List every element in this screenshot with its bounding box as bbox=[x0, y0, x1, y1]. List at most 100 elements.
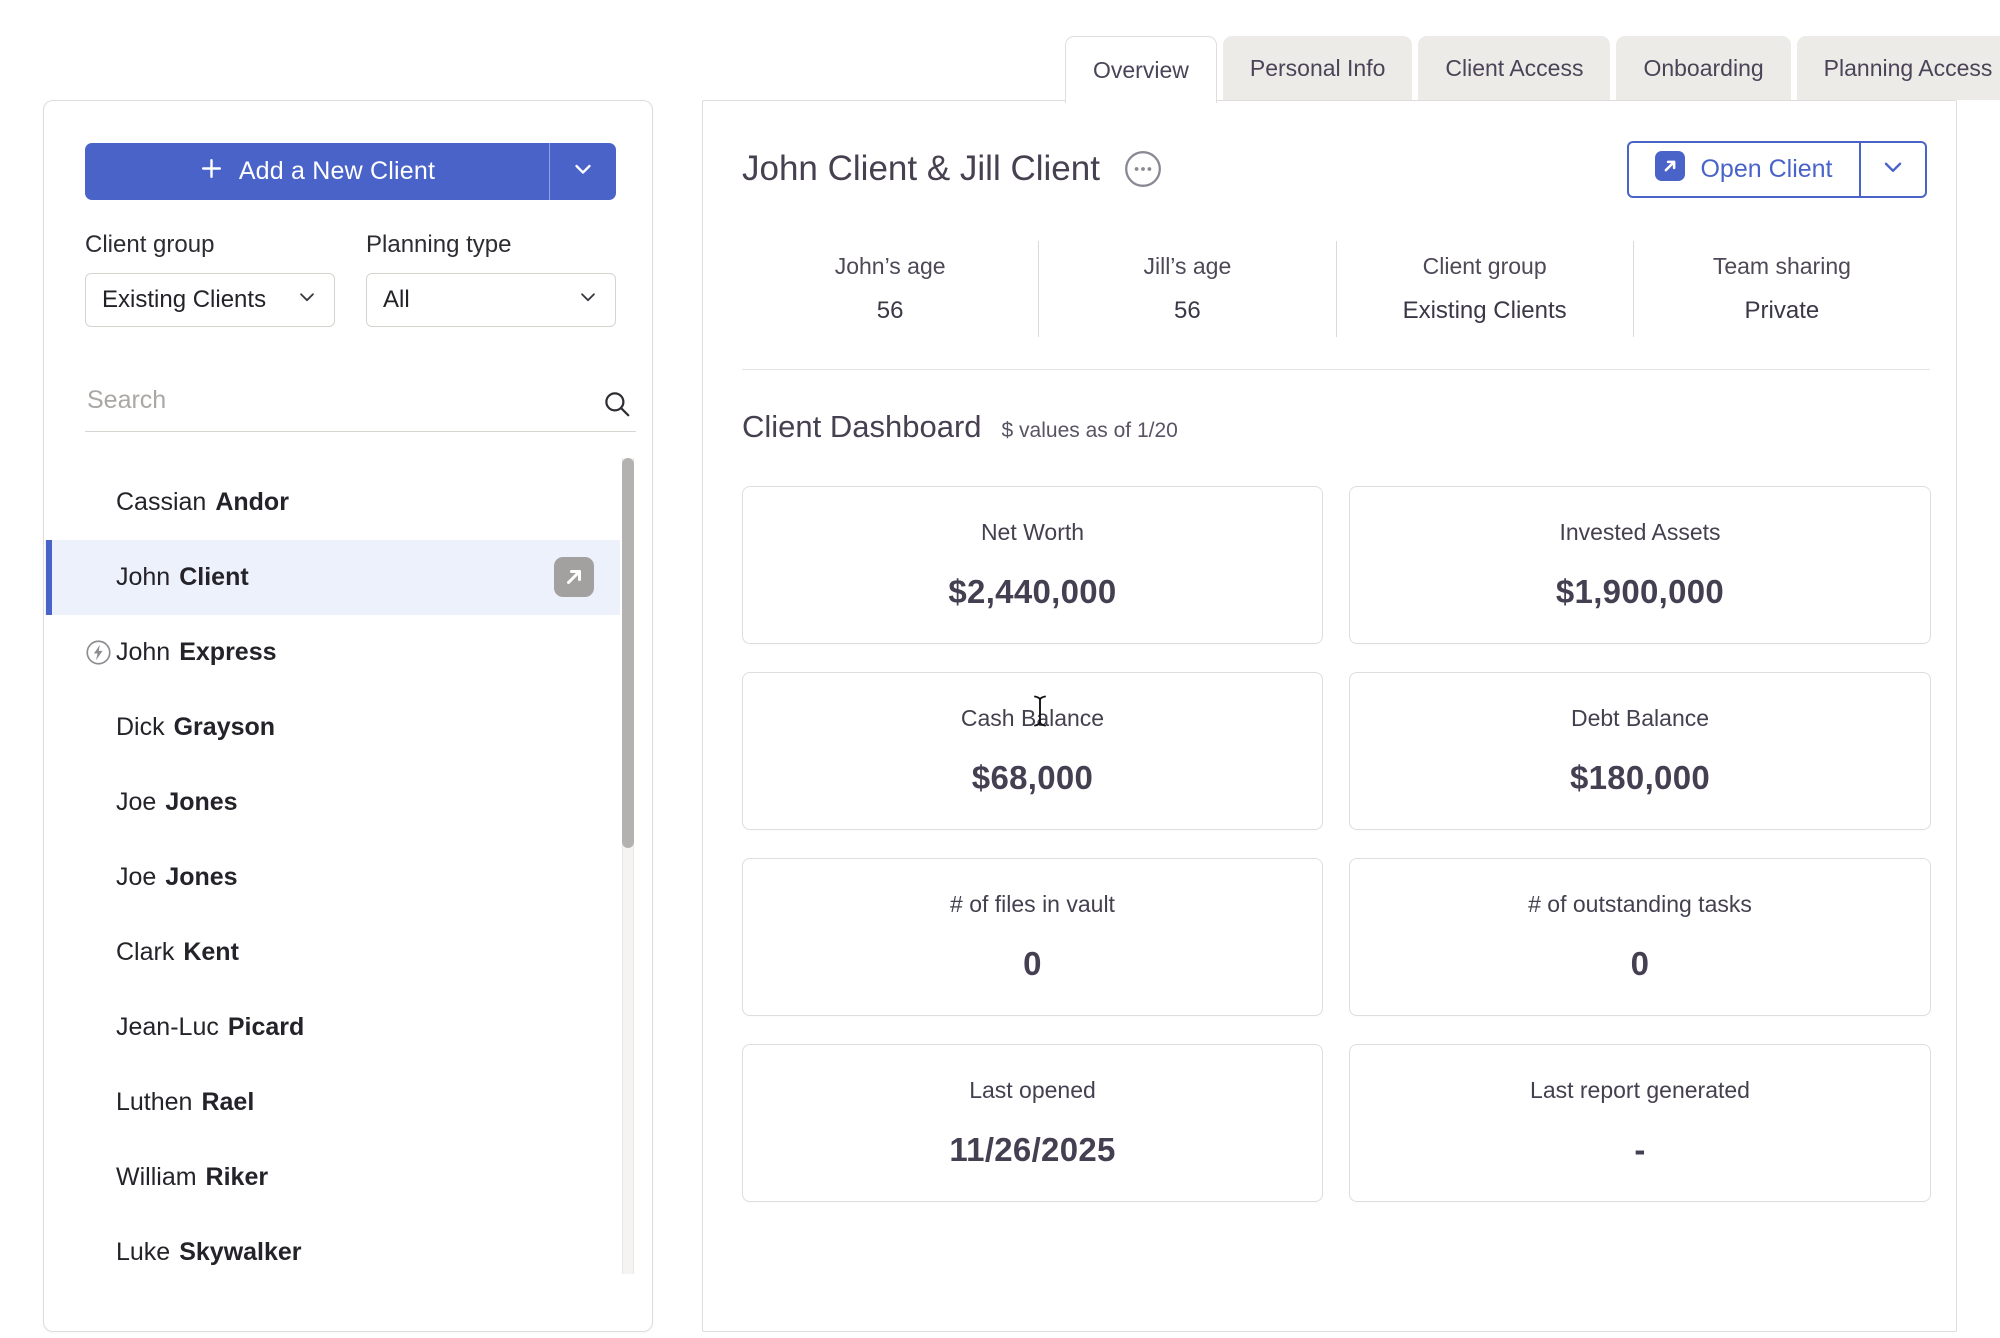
client-last-name: Jones bbox=[165, 788, 238, 816]
dashboard-title: Client Dashboard bbox=[742, 409, 982, 444]
open-client-dropdown-toggle[interactable] bbox=[1859, 143, 1925, 196]
client-list-item[interactable]: Jean-Luc Picard bbox=[45, 990, 620, 1065]
open-client-button[interactable]: Open Client bbox=[1627, 141, 1927, 198]
stat-team-sharing: Team sharing Private bbox=[1632, 241, 1930, 337]
client-group-label: Client group bbox=[85, 231, 215, 258]
client-list-item-selected[interactable]: John Client bbox=[45, 540, 620, 615]
client-last-name: Client bbox=[179, 563, 249, 591]
chevron-down-icon bbox=[577, 286, 599, 315]
client-last-name: Rael bbox=[201, 1088, 255, 1116]
tab-onboarding[interactable]: Onboarding bbox=[1616, 36, 1791, 100]
page-title: John Client & Jill Client bbox=[742, 139, 1162, 199]
tab-client-access[interactable]: Client Access bbox=[1418, 36, 1611, 100]
search-input[interactable] bbox=[85, 377, 579, 423]
client-group-filter: Client group Existing Clients bbox=[85, 231, 335, 327]
client-first-name: Jean-Luc bbox=[116, 1013, 219, 1041]
tab-personal-info[interactable]: Personal Info bbox=[1222, 36, 1413, 100]
client-overview-panel: John Client & Jill Client Open Client Jo… bbox=[702, 100, 1957, 1332]
card-value: $2,440,000 bbox=[948, 573, 1117, 610]
chevron-down-icon bbox=[1880, 154, 1906, 185]
stat-jills-age: Jill’s age 56 bbox=[1038, 241, 1335, 337]
card-label: # of files in vault bbox=[950, 891, 1115, 917]
more-options-icon[interactable] bbox=[1124, 150, 1162, 188]
client-list-panel: Add a New Client Client group Existing C… bbox=[43, 100, 653, 1332]
open-client-label: Open Client bbox=[1700, 155, 1833, 183]
client-list-item[interactable]: Joe Jones bbox=[45, 765, 620, 840]
card-value: $1,900,000 bbox=[1555, 573, 1725, 610]
client-stats-row: John’s age 56 Jill’s age 56 Client group… bbox=[742, 241, 1930, 337]
client-last-name: Grayson bbox=[173, 713, 276, 741]
add-new-client-label: Add a New Client bbox=[238, 157, 436, 185]
card-value: 0 bbox=[1630, 945, 1650, 982]
open-client-main[interactable]: Open Client bbox=[1629, 143, 1859, 196]
client-list-item[interactable]: John Express bbox=[45, 615, 620, 690]
tab-planning-access[interactable]: Planning Access bbox=[1796, 36, 2000, 100]
add-client-dropdown-toggle[interactable] bbox=[549, 143, 616, 200]
card-value: $180,000 bbox=[1569, 759, 1711, 796]
stat-value: 56 bbox=[876, 297, 904, 324]
stat-label: Client group bbox=[1422, 253, 1547, 279]
client-first-name: John bbox=[116, 563, 171, 591]
open-client-icon bbox=[1655, 151, 1686, 188]
client-first-name: Joe bbox=[116, 788, 157, 816]
dashboard-header: Client Dashboard $ values as of 1/20 bbox=[742, 409, 1178, 445]
client-list-item[interactable]: Luthen Rael bbox=[45, 1065, 620, 1140]
client-search bbox=[85, 377, 636, 432]
card-debt-balance: Debt Balance $180,000 bbox=[1349, 672, 1931, 830]
chevron-down-icon bbox=[571, 157, 595, 186]
add-new-client-button[interactable]: Add a New Client bbox=[85, 143, 616, 200]
open-client-external-link-icon[interactable] bbox=[554, 557, 594, 597]
client-group-select[interactable]: Existing Clients bbox=[85, 273, 335, 327]
client-first-name: Luke bbox=[116, 1238, 171, 1266]
stat-label: Jill’s age bbox=[1143, 253, 1232, 279]
stat-client-group: Client group Existing Clients bbox=[1335, 241, 1633, 337]
client-list-item[interactable]: William Riker bbox=[45, 1140, 620, 1215]
card-label: Last report generated bbox=[1530, 1077, 1750, 1103]
client-list-item[interactable]: Clark Kent bbox=[45, 915, 620, 990]
card-cash-balance: Cash Balance $68,000 bbox=[742, 672, 1323, 830]
client-last-name: Express bbox=[179, 638, 277, 666]
card-label: Net Worth bbox=[980, 519, 1085, 545]
planning-type-value: All bbox=[383, 286, 410, 313]
client-last-name: Andor bbox=[215, 488, 289, 516]
stat-johns-age: John’s age 56 bbox=[742, 241, 1038, 337]
card-last-opened: Last opened 11/26/2025 bbox=[742, 1044, 1323, 1202]
stat-value: Existing Clients bbox=[1402, 297, 1567, 324]
client-list-item[interactable]: Joe Jones bbox=[45, 840, 620, 915]
tab-overview[interactable]: Overview bbox=[1065, 36, 1217, 103]
client-list-item[interactable]: Dick Grayson bbox=[45, 690, 620, 765]
search-icon[interactable] bbox=[602, 389, 632, 424]
card-label: # of outstanding tasks bbox=[1528, 891, 1752, 917]
client-couple-name: John Client & Jill Client bbox=[742, 149, 1100, 188]
card-label: Last opened bbox=[969, 1077, 1096, 1103]
client-first-name: Cassian bbox=[116, 488, 207, 516]
tab-bar: Overview Personal Info Client Access Onb… bbox=[1065, 36, 2000, 103]
client-first-name: William bbox=[116, 1163, 197, 1191]
planning-type-label: Planning type bbox=[366, 231, 512, 258]
client-list-item[interactable]: Cassian Andor bbox=[45, 465, 620, 540]
client-last-name: Kent bbox=[183, 938, 239, 966]
client-first-name: Dick bbox=[116, 713, 165, 741]
client-list-item[interactable]: Luke Skywalker bbox=[45, 1215, 620, 1290]
scrollbar-thumb[interactable] bbox=[622, 458, 634, 848]
client-list: Cassian Andor John Client John Express Dick… bbox=[45, 465, 620, 1290]
card-value: - bbox=[1634, 1131, 1646, 1168]
card-value: $68,000 bbox=[971, 759, 1094, 796]
planning-type-filter: Planning type All bbox=[366, 231, 616, 327]
card-value: 0 bbox=[1023, 945, 1042, 982]
card-outstanding-tasks: # of outstanding tasks 0 bbox=[1349, 858, 1931, 1016]
client-group-value: Existing Clients bbox=[102, 286, 267, 313]
filters-row: Client group Existing Clients Planning t… bbox=[85, 231, 616, 327]
chevron-down-icon bbox=[296, 286, 318, 315]
card-last-report-generated: Last report generated - bbox=[1349, 1044, 1931, 1202]
add-new-client-main[interactable]: Add a New Client bbox=[85, 143, 549, 200]
client-last-name: Jones bbox=[165, 863, 238, 891]
lightning-circle-icon bbox=[86, 640, 111, 665]
stat-value: 56 bbox=[1174, 297, 1201, 324]
client-last-name: Riker bbox=[205, 1163, 269, 1191]
selected-indicator-bar bbox=[46, 540, 52, 615]
planning-type-select[interactable]: All bbox=[366, 273, 616, 327]
client-first-name: John bbox=[116, 638, 171, 666]
card-label: Cash Balance bbox=[960, 705, 1105, 731]
